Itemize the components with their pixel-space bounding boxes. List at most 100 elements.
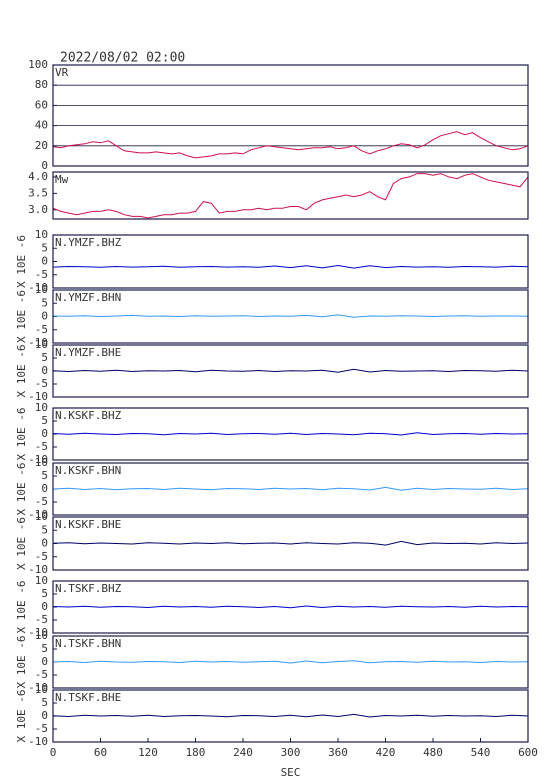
y-tick-label: 5	[41, 642, 48, 655]
y-tick-label: -10	[28, 281, 48, 294]
chart-title: 2022/08/02 02:00	[60, 51, 185, 66]
panel-label: N.YMZF.BHE	[55, 346, 121, 359]
y-tick-label: -5	[35, 668, 48, 681]
y-tick-label: 40	[35, 119, 48, 132]
y-tick-label: -5	[35, 722, 48, 735]
y-tick-label: -5	[35, 440, 48, 453]
y-tick-label: -5	[35, 268, 48, 281]
y-tick-label: 20	[35, 139, 48, 152]
y-tick-label: 0	[41, 600, 48, 613]
x-tick-label: 60	[94, 746, 107, 759]
y-tick-label: 0	[41, 709, 48, 722]
y-tick-label: -5	[35, 323, 48, 336]
panel-label: N.KSKF.BHE	[55, 518, 121, 531]
y-tick-label: -10	[28, 735, 48, 748]
y-tick-label: 5	[41, 296, 48, 309]
y-tick-label: -10	[28, 681, 48, 694]
y-tick-label: 5	[41, 469, 48, 482]
y-tick-label: 0	[41, 159, 48, 172]
panel-label: VR	[55, 66, 69, 79]
y-tick-label: 3.0	[28, 203, 48, 216]
y-axis-label: X 10E -6	[15, 517, 28, 570]
panel-label: N.TSKF.BHZ	[55, 582, 122, 595]
y-tick-label: 100	[28, 58, 48, 71]
y-tick-label: 3.5	[28, 186, 48, 199]
plot-frame	[52, 407, 529, 461]
y-tick-label: 10	[35, 283, 48, 296]
data-line	[52, 314, 529, 318]
y-tick-label: 10	[35, 574, 48, 587]
data-line	[52, 713, 529, 718]
y-tick-label: -10	[28, 563, 48, 576]
y-tick-label: 5	[41, 414, 48, 427]
panel-label: N.YMZF.BHZ	[55, 236, 122, 249]
data-line	[52, 660, 529, 664]
x-tick-label: 180	[186, 746, 206, 759]
y-tick-label: 0	[41, 255, 48, 268]
y-axis-label: X 10E -6	[15, 408, 28, 461]
plot-frame	[52, 64, 529, 167]
x-tick-label: 360	[328, 746, 348, 759]
x-tick-label: 240	[233, 746, 253, 759]
y-tick-label: -5	[35, 495, 48, 508]
x-tick-label: 600	[518, 746, 538, 759]
y-axis-label: X 10E -6	[15, 463, 28, 516]
y-tick-label: 10	[35, 228, 48, 241]
y-axis-label: X 10E -6	[15, 290, 28, 343]
y-tick-label: 5	[41, 351, 48, 364]
panel-label: Mw	[55, 173, 69, 186]
x-tick-label: 120	[138, 746, 158, 759]
y-tick-label: -10	[28, 508, 48, 521]
y-tick-label: 10	[35, 338, 48, 351]
y-axis-label: X 10E -6	[15, 581, 28, 634]
panel-label: N.TSKF.BHE	[55, 691, 121, 704]
data-line	[52, 540, 529, 546]
y-tick-label: 10	[35, 401, 48, 414]
y-tick-label: -10	[28, 390, 48, 403]
plot-frame	[52, 289, 529, 344]
y-tick-label: 5	[41, 241, 48, 254]
data-line	[52, 131, 529, 159]
y-tick-label: -5	[35, 377, 48, 390]
plot-frame	[52, 580, 529, 634]
y-axis-label: X 10E -6	[15, 690, 28, 743]
plot-frame	[52, 171, 529, 220]
x-tick-label: 480	[423, 746, 443, 759]
plot-frame	[52, 234, 529, 289]
y-tick-label: 0	[41, 310, 48, 323]
data-line	[52, 368, 529, 373]
plot-frame	[52, 344, 529, 398]
plot-frame	[52, 462, 529, 516]
y-tick-label: -10	[28, 453, 48, 466]
y-axis-label: X 10E -6	[15, 345, 28, 398]
panel-label: N.TSKF.BHN	[55, 637, 121, 650]
x-tick-label: 0	[50, 746, 57, 759]
y-tick-label: 0	[41, 655, 48, 668]
data-line	[52, 173, 529, 219]
x-tick-label: 420	[376, 746, 396, 759]
y-tick-label: 0	[41, 482, 48, 495]
y-tick-label: 60	[35, 98, 48, 111]
x-axis-label: SEC	[281, 766, 301, 779]
x-tick-label: 540	[471, 746, 491, 759]
data-line	[52, 432, 529, 436]
plot-frame	[52, 635, 529, 689]
y-axis-label: X 10E -6	[15, 235, 28, 288]
y-tick-label: -10	[28, 626, 48, 639]
y-tick-label: 5	[41, 587, 48, 600]
data-line	[52, 605, 529, 609]
y-tick-label: 0	[41, 364, 48, 377]
y-tick-label: 10	[35, 510, 48, 523]
y-tick-label: 0	[41, 537, 48, 550]
y-tick-label: 0	[41, 427, 48, 440]
panel-label: N.YMZF.BHN	[55, 291, 121, 304]
panel-label: N.KSKF.BHN	[55, 464, 121, 477]
x-tick-label: 300	[281, 746, 301, 759]
plot-frame	[52, 516, 529, 571]
y-tick-label: 5	[41, 523, 48, 536]
y-tick-label: 80	[35, 78, 48, 91]
y-tick-label: 10	[35, 629, 48, 642]
y-tick-label: -5	[35, 550, 48, 563]
y-tick-label: 10	[35, 683, 48, 696]
